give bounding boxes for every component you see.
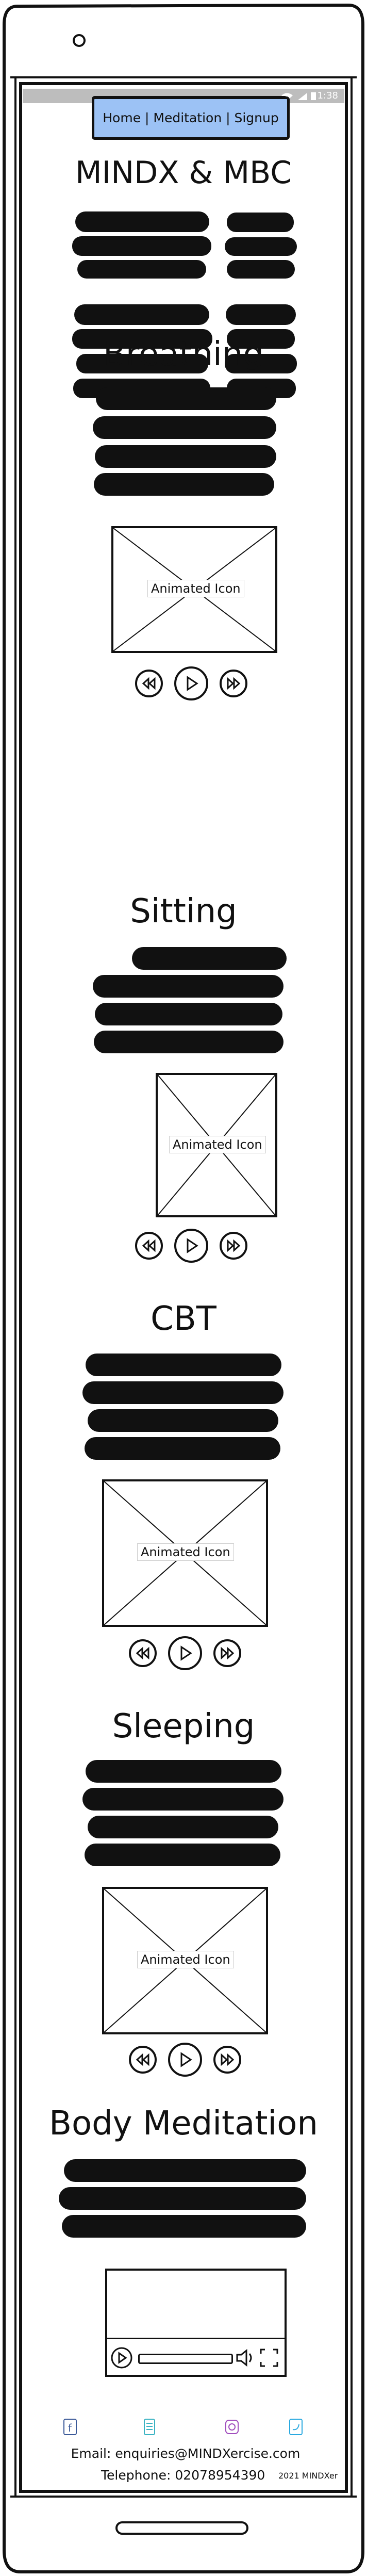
play-icon[interactable] [168, 2043, 202, 2077]
video-controls-bar [107, 2338, 285, 2376]
rewind-icon[interactable] [129, 1639, 157, 1667]
section-heading-cbt: CBT [151, 1300, 216, 1338]
play-icon[interactable] [174, 1229, 208, 1263]
battery-icon [311, 92, 316, 100]
signal-icon [298, 93, 307, 100]
fast-forward-icon[interactable] [213, 2046, 241, 2074]
footer-telephone[interactable]: Telephone: 02078954390 [101, 2468, 265, 2483]
cbt-media[interactable]: Animated Icon [102, 1479, 268, 1627]
media-label: Animated Icon [169, 1136, 266, 1153]
section-heading-sleeping: Sleeping [112, 1707, 255, 1746]
cbt-playback-controls [129, 1635, 242, 1671]
sleeping-media[interactable]: Animated Icon [102, 1887, 268, 2034]
volume-icon[interactable] [235, 2347, 256, 2368]
breathing-media[interactable]: Animated Icon [111, 526, 277, 653]
twitter-icon[interactable] [289, 2418, 303, 2436]
fast-forward-icon[interactable] [220, 670, 247, 697]
body-meditation-video-player[interactable] [105, 2269, 287, 2377]
body-meditation-text-placeholder [59, 2159, 306, 2238]
sitting-text-placeholder [93, 947, 287, 1053]
footer-email[interactable]: Email: enquiries@MINDXercise.com [71, 2446, 301, 2461]
progress-bar[interactable] [138, 2354, 233, 2364]
rewind-icon[interactable] [135, 670, 163, 697]
sitting-playback-controls [135, 1228, 248, 1264]
sleeping-playback-controls [129, 2042, 242, 2078]
svg-text:f: f [68, 2422, 72, 2434]
home-button[interactable] [115, 2521, 248, 2535]
instagram-icon[interactable] [225, 2418, 239, 2436]
play-icon[interactable] [110, 2346, 133, 2369]
section-heading-sitting: Sitting [130, 892, 237, 931]
tablet-icon[interactable] [142, 2418, 157, 2436]
rewind-icon[interactable] [129, 2046, 157, 2074]
sleeping-text-placeholder [82, 1760, 283, 1866]
media-label: Animated Icon [137, 1951, 234, 1968]
fast-forward-icon[interactable] [213, 1639, 241, 1667]
breathing-text-placeholder [93, 387, 276, 496]
front-camera [73, 34, 86, 47]
fast-forward-icon[interactable] [220, 1232, 247, 1260]
sitting-media[interactable]: Animated Icon [156, 1073, 277, 1217]
section-heading-breathing: Breathing [103, 335, 264, 373]
media-label: Animated Icon [137, 1543, 234, 1561]
rewind-icon[interactable] [135, 1232, 163, 1260]
nav-links-label[interactable]: Home | Meditation | Signup [103, 110, 279, 125]
intro-heading: MINDX & MBC [75, 155, 292, 191]
play-icon[interactable] [168, 1636, 202, 1670]
fullscreen-icon[interactable] [259, 2347, 279, 2368]
footer-copyright: 2021 MINDXer [278, 2471, 338, 2481]
intro-text-placeholder [72, 211, 297, 398]
cbt-text-placeholder [82, 1354, 283, 1460]
section-heading-body-meditation: Body Meditation [49, 2105, 318, 2143]
status-time: 1:38 [317, 90, 338, 101]
play-icon[interactable] [174, 666, 208, 700]
media-label: Animated Icon [147, 580, 244, 597]
main-navigation[interactable]: Home | Meditation | Signup [92, 96, 290, 140]
facebook-icon[interactable]: f [63, 2418, 77, 2436]
breathing-playback-controls [135, 665, 248, 702]
